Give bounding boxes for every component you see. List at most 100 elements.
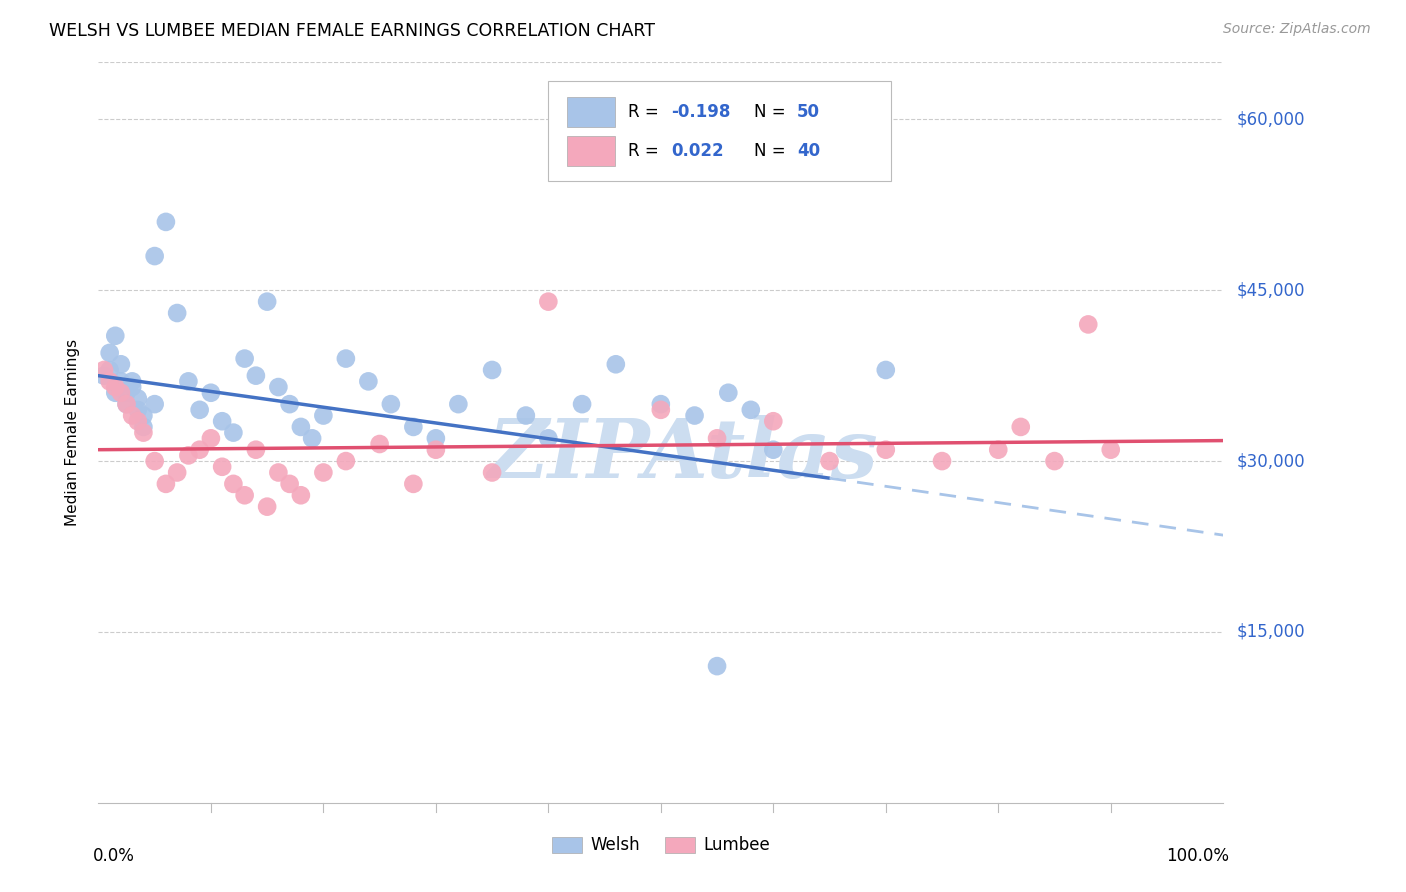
Point [1010,420,1032,434]
Point [121,380,143,394]
Point [115,397,138,411]
Text: R =: R = [628,143,664,161]
Point [155,476,177,491]
Point [127,402,149,417]
Legend: Welsh, Lumbee: Welsh, Lumbee [546,830,776,861]
Text: $45,000: $45,000 [1237,281,1306,299]
Text: Source: ZipAtlas.com: Source: ZipAtlas.com [1223,22,1371,37]
Text: -0.198: -0.198 [671,103,730,121]
Point [110,375,132,389]
Point [278,397,301,411]
Point [188,402,211,417]
Text: N =: N = [754,143,792,161]
Point [267,380,290,394]
Point [155,215,177,229]
Point [312,409,335,423]
Point [380,397,402,411]
Point [166,466,188,480]
Point [115,397,138,411]
Point [127,414,149,428]
Text: 50: 50 [797,103,820,121]
Point [267,466,290,480]
Point [335,351,357,366]
Point [98,363,121,377]
Point [481,466,503,480]
Point [104,380,127,394]
Point [143,397,166,411]
Point [211,414,233,428]
Point [368,437,391,451]
Point [706,431,728,445]
Point [537,431,560,445]
Point [740,402,762,417]
Point [1099,442,1122,457]
Point [245,442,267,457]
Point [104,328,127,343]
Point [104,385,127,400]
Point [121,409,143,423]
Point [200,431,222,445]
Point [110,357,132,371]
Point [515,409,537,423]
Text: 0.0%: 0.0% [93,847,135,865]
Text: 0.022: 0.022 [671,143,724,161]
Text: 40: 40 [797,143,820,161]
Point [425,431,447,445]
Point [98,346,121,360]
Point [132,409,155,423]
FancyBboxPatch shape [548,81,891,181]
Point [706,659,728,673]
Point [762,414,785,428]
Point [132,425,155,440]
Point [537,294,560,309]
Point [571,397,593,411]
Point [233,351,256,366]
Point [278,476,301,491]
Point [402,420,425,434]
Point [166,306,188,320]
Point [650,397,672,411]
Text: $30,000: $30,000 [1237,452,1306,470]
Point [1077,318,1099,332]
Point [931,454,953,468]
Point [335,454,357,468]
Point [447,397,470,411]
Point [211,459,233,474]
Point [683,409,706,423]
Point [357,375,380,389]
Point [481,363,503,377]
Point [188,442,211,457]
Point [98,375,121,389]
Point [222,425,245,440]
Text: R =: R = [628,103,664,121]
Text: $15,000: $15,000 [1237,623,1306,641]
Point [110,385,132,400]
Point [93,368,115,383]
Point [132,420,155,434]
Point [717,385,740,400]
Point [233,488,256,502]
Point [93,363,115,377]
FancyBboxPatch shape [568,136,614,166]
Point [875,363,897,377]
Point [818,454,841,468]
Point [762,442,785,457]
Point [121,375,143,389]
Point [177,375,200,389]
Point [177,449,200,463]
FancyBboxPatch shape [568,97,614,127]
Point [115,385,138,400]
Point [402,476,425,491]
Point [605,357,627,371]
Point [987,442,1010,457]
Point [875,442,897,457]
Point [650,402,672,417]
Text: N =: N = [754,103,792,121]
Text: $60,000: $60,000 [1237,111,1306,128]
Point [245,368,267,383]
Point [425,442,447,457]
Text: WELSH VS LUMBEE MEDIAN FEMALE EARNINGS CORRELATION CHART: WELSH VS LUMBEE MEDIAN FEMALE EARNINGS C… [49,22,655,40]
Point [200,385,222,400]
Point [256,294,278,309]
Point [1043,454,1066,468]
